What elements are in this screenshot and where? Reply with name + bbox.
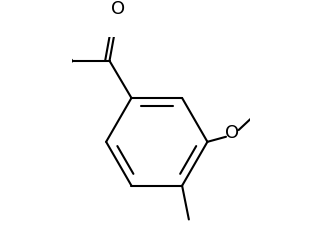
Text: O: O xyxy=(225,123,239,141)
Text: O: O xyxy=(111,0,125,18)
